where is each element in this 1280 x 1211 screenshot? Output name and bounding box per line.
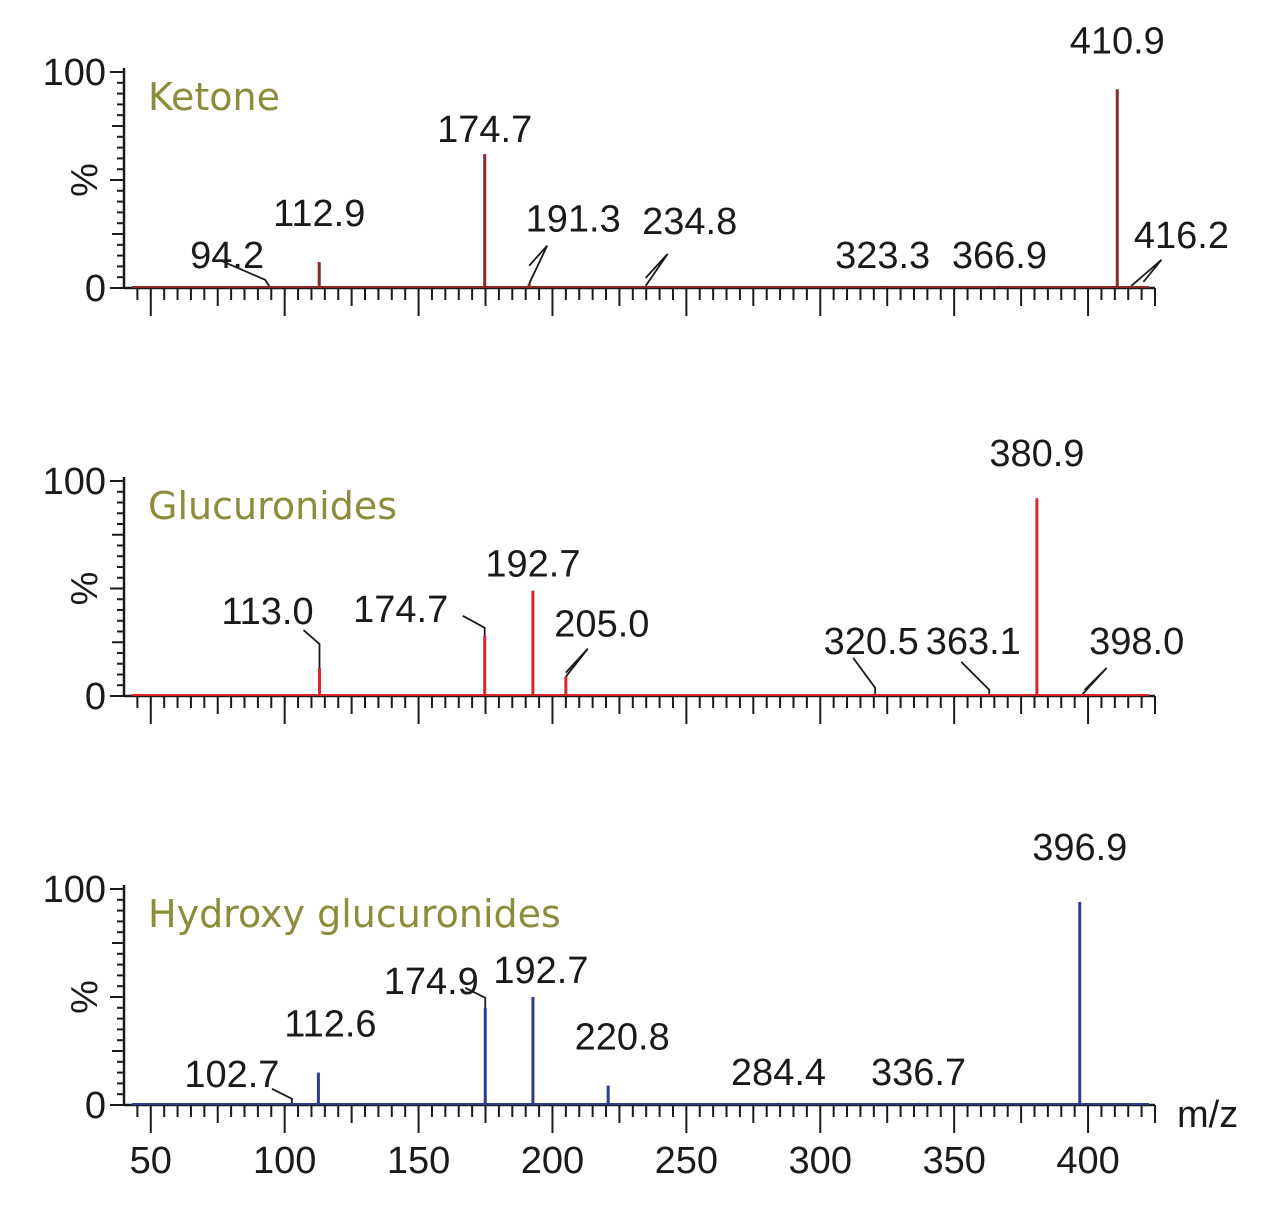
spectrum-panel-3: Hydroxy glucuronides 0% 100 102.7112.6174.9…	[43, 827, 1239, 1182]
peak-leader-174.9	[464, 986, 487, 1008]
y-tick-label: 0	[85, 268, 106, 310]
y-axis-label: %	[64, 980, 106, 1014]
peak-label-205.0: 205.0	[554, 604, 649, 646]
x-tick-label: 350	[922, 1140, 985, 1182]
peak-label-112.6: 112.6	[284, 1004, 376, 1046]
peak-leader-174.7	[462, 615, 486, 636]
peak-label-320.5: 320.5	[824, 621, 919, 663]
spectrum-panel-2: Glucuronides 0% 100 113.0 174.7 192.7 205.0 320…	[43, 433, 1184, 724]
y-axis-label: %	[64, 163, 106, 197]
peak-label-220.8: 220.8	[575, 1017, 670, 1059]
peak-label-416.2: 416.2	[1134, 215, 1229, 257]
x-axis-label: m/z	[1177, 1094, 1238, 1136]
y-tick-label: 100	[43, 461, 106, 503]
y-tick-label: 0	[85, 1085, 106, 1127]
x-tick-label: 200	[521, 1140, 584, 1182]
peak-leader-320.5	[852, 657, 877, 694]
peak-leader-416.2	[1130, 259, 1163, 287]
peak-label-336.7: 336.7	[871, 1052, 966, 1094]
peak-label-174.7: 174.7	[437, 109, 532, 151]
peak-label-102.7: 102.7	[184, 1054, 279, 1096]
peak-label-380.9: 380.9	[989, 433, 1084, 475]
peak-label-396.9: 396.9	[1032, 827, 1127, 869]
peak-label-174.9: 174.9	[384, 961, 479, 1003]
peak-leader-191.3	[528, 245, 548, 285]
y-axis-label: %	[64, 572, 106, 606]
x-tick-label: 50	[130, 1140, 172, 1182]
peak-leader-94.2	[218, 259, 270, 287]
y-tick-label: 100	[43, 869, 106, 911]
peak-leader-363.1	[960, 661, 991, 694]
x-tick-label: 300	[789, 1140, 852, 1182]
y-tick-label: 0	[85, 676, 106, 718]
peak-leader-113.0	[302, 629, 321, 669]
panel-title: Glucuronides	[148, 484, 397, 528]
peak-label-191.3: 191.3	[526, 199, 621, 241]
peak-leader-205.0	[565, 648, 589, 678]
peak-label-366.9: 366.9	[952, 235, 1047, 277]
peak-label-410.9: 410.9	[1070, 20, 1165, 62]
peak-label-94.2: 94.2	[190, 235, 264, 277]
peak-label-363.1: 363.1	[926, 621, 1021, 663]
peak-label-398.0: 398.0	[1089, 621, 1184, 663]
peak-leader-102.7	[271, 1088, 293, 1103]
x-tick-label: 250	[655, 1140, 718, 1182]
panel-title: Ketone	[148, 75, 280, 119]
peak-leader-398.0	[1082, 667, 1108, 695]
peak-label-234.8: 234.8	[642, 201, 737, 243]
peak-label-192.7: 192.7	[493, 950, 588, 992]
x-tick-label: 150	[387, 1140, 450, 1182]
panel-title: Hydroxy glucuronides	[148, 892, 561, 936]
peak-label-323.3: 323.3	[835, 235, 930, 277]
peak-label-113.0: 113.0	[221, 591, 313, 633]
peak-label-284.4: 284.4	[731, 1052, 826, 1094]
peak-leader-234.8	[644, 253, 669, 287]
peak-label-192.7: 192.7	[485, 544, 580, 586]
peak-label-174.7: 174.7	[353, 589, 448, 631]
x-tick-label: 100	[253, 1140, 316, 1182]
x-tick-label: 400	[1056, 1140, 1119, 1182]
y-tick-label: 100	[43, 52, 106, 94]
peak-label-112.9: 112.9	[273, 193, 365, 235]
